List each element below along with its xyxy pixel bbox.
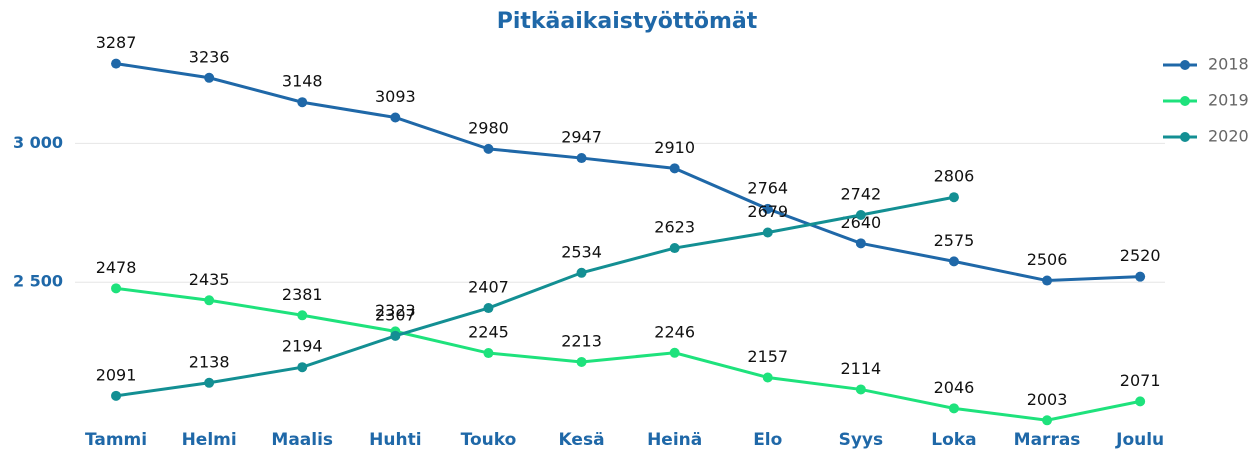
data-point <box>669 347 680 358</box>
x-tick-label: Syys <box>839 430 884 450</box>
data-point <box>576 153 587 164</box>
data-point <box>1042 415 1053 426</box>
data-label: 2157 <box>747 347 788 366</box>
legend-label: 2018 <box>1208 55 1249 74</box>
data-label: 2381 <box>282 285 323 304</box>
x-tick-label: Helmi <box>182 430 237 450</box>
data-label: 2138 <box>189 352 230 371</box>
data-label: 2764 <box>747 178 788 197</box>
data-point <box>762 372 773 383</box>
data-label: 2323 <box>375 301 416 320</box>
data-label: 2679 <box>747 202 788 221</box>
data-label: 2435 <box>189 270 230 289</box>
data-label: 2003 <box>1027 390 1068 409</box>
x-tick-label: Marras <box>1014 430 1081 450</box>
data-point <box>948 256 959 267</box>
chart-title: Pitkäaikaistyöttömät <box>497 9 758 34</box>
legend-marker <box>1180 96 1190 106</box>
data-label: 2114 <box>840 359 881 378</box>
x-tick-label: Elo <box>753 430 782 450</box>
data-point <box>111 390 122 401</box>
data-point <box>948 192 959 203</box>
data-label: 3093 <box>375 87 416 106</box>
x-tick-label: Loka <box>931 430 976 450</box>
data-point <box>762 227 773 238</box>
legend-label: 2019 <box>1208 91 1249 110</box>
data-label: 2534 <box>561 242 602 261</box>
x-tick-label: Touko <box>461 430 517 450</box>
data-label: 3287 <box>96 33 137 52</box>
data-point <box>855 384 866 395</box>
data-point <box>204 72 215 83</box>
data-label: 2046 <box>934 378 975 397</box>
data-point <box>1135 396 1146 407</box>
data-label: 2071 <box>1120 371 1161 390</box>
y-tick-label: 2 500 <box>13 272 63 291</box>
data-point <box>483 143 494 154</box>
data-label: 2245 <box>468 323 509 342</box>
data-point <box>483 348 494 359</box>
data-point <box>669 243 680 254</box>
data-label: 2307 <box>375 305 416 324</box>
data-label: 2478 <box>96 258 137 277</box>
x-tick-label: Maalis <box>271 430 333 450</box>
data-point <box>1042 275 1053 286</box>
data-point <box>204 377 215 388</box>
data-point <box>948 403 959 414</box>
legend-marker <box>1180 132 1190 142</box>
data-label: 2806 <box>934 167 975 186</box>
data-point <box>111 58 122 69</box>
data-label: 2947 <box>561 128 602 147</box>
data-label: 2980 <box>468 118 509 137</box>
x-tick-label: Joulu <box>1115 430 1164 450</box>
series-line <box>115 286 1141 422</box>
data-label: 3148 <box>282 72 323 91</box>
data-point <box>855 238 866 249</box>
data-label: 2091 <box>96 365 137 384</box>
data-label: 2213 <box>561 331 602 350</box>
data-point <box>1135 271 1146 282</box>
data-point <box>390 112 401 123</box>
x-tick-label: Huhti <box>369 430 421 450</box>
data-point <box>297 362 308 373</box>
data-label: 2520 <box>1120 246 1161 265</box>
data-point <box>111 283 122 294</box>
data-point <box>855 210 866 220</box>
y-tick-label: 3 000 <box>13 133 63 152</box>
legend-marker <box>1180 60 1190 70</box>
data-label: 2194 <box>282 337 323 356</box>
data-point <box>204 295 215 306</box>
data-label: 2742 <box>840 185 881 204</box>
data-label: 3236 <box>189 47 230 66</box>
x-tick-label: Heinä <box>647 430 702 450</box>
data-point <box>669 163 680 174</box>
data-point <box>390 330 401 341</box>
data-point <box>576 356 587 367</box>
x-tick-label: Kesä <box>559 430 605 450</box>
data-label: 2910 <box>654 138 695 157</box>
data-point <box>762 203 773 214</box>
data-label: 2407 <box>468 278 509 297</box>
x-tick-label: Tammi <box>85 430 147 450</box>
data-label: 2575 <box>934 231 975 250</box>
legend-label: 2020 <box>1208 127 1249 146</box>
data-point <box>576 267 587 278</box>
data-label: 2246 <box>654 322 695 341</box>
series-line <box>115 62 1141 283</box>
data-point <box>297 97 308 108</box>
data-label: 2623 <box>654 218 695 237</box>
data-point <box>483 303 494 314</box>
data-point <box>297 310 308 321</box>
series-line <box>115 195 955 398</box>
data-label: 2506 <box>1027 250 1068 269</box>
